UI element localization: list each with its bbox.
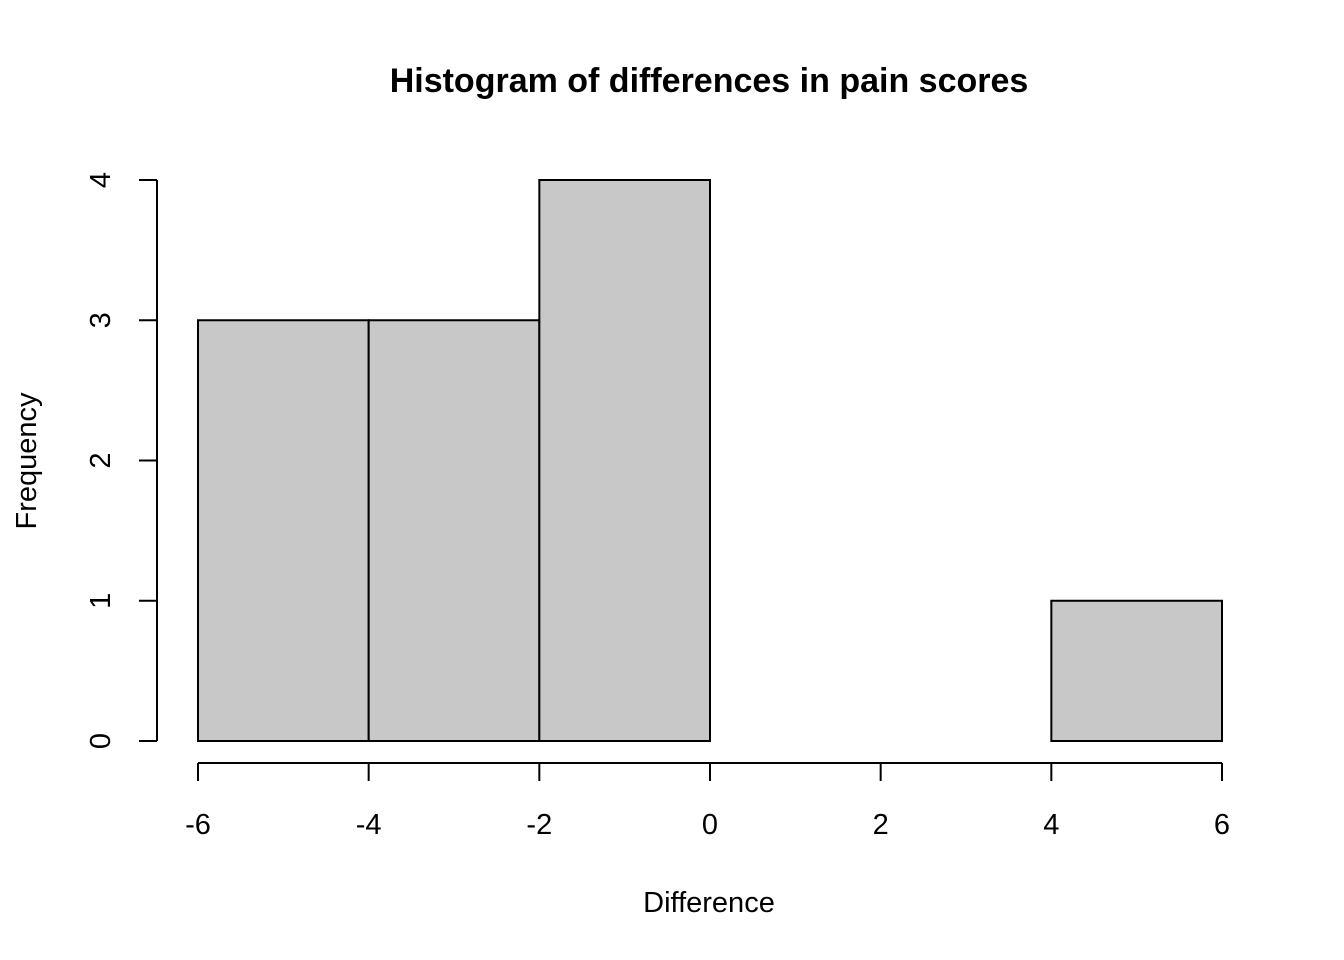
histogram-bar <box>1050 599 1224 742</box>
histogram-bar <box>367 319 541 742</box>
histogram-bar <box>197 319 370 742</box>
bars-group <box>197 179 1224 742</box>
x-tick-label: -4 <box>356 809 382 841</box>
y-tick-label: 4 <box>85 172 117 188</box>
y-tick-label: 3 <box>85 312 117 328</box>
y-tick-label: 2 <box>85 452 117 468</box>
x-tick-label: 2 <box>873 809 889 841</box>
y-axis: 0 1 2 3 4 <box>85 172 158 749</box>
x-tick-label: 0 <box>702 809 718 841</box>
y-tick-label: 0 <box>85 733 117 749</box>
y-tick-label: 1 <box>85 593 117 609</box>
x-tick-label: -2 <box>526 809 552 841</box>
x-tick-label: 4 <box>1043 809 1059 841</box>
x-axis-label: Difference <box>643 887 775 919</box>
x-tick-label: -6 <box>185 809 211 841</box>
x-tick-label: 6 <box>1214 809 1230 841</box>
chart-title: Histogram of differences in pain scores <box>390 62 1029 100</box>
x-axis: -6 -4 -2 0 2 4 6 <box>185 762 1230 841</box>
y-axis-label: Frequency <box>11 392 43 530</box>
histogram-bar <box>538 179 711 742</box>
